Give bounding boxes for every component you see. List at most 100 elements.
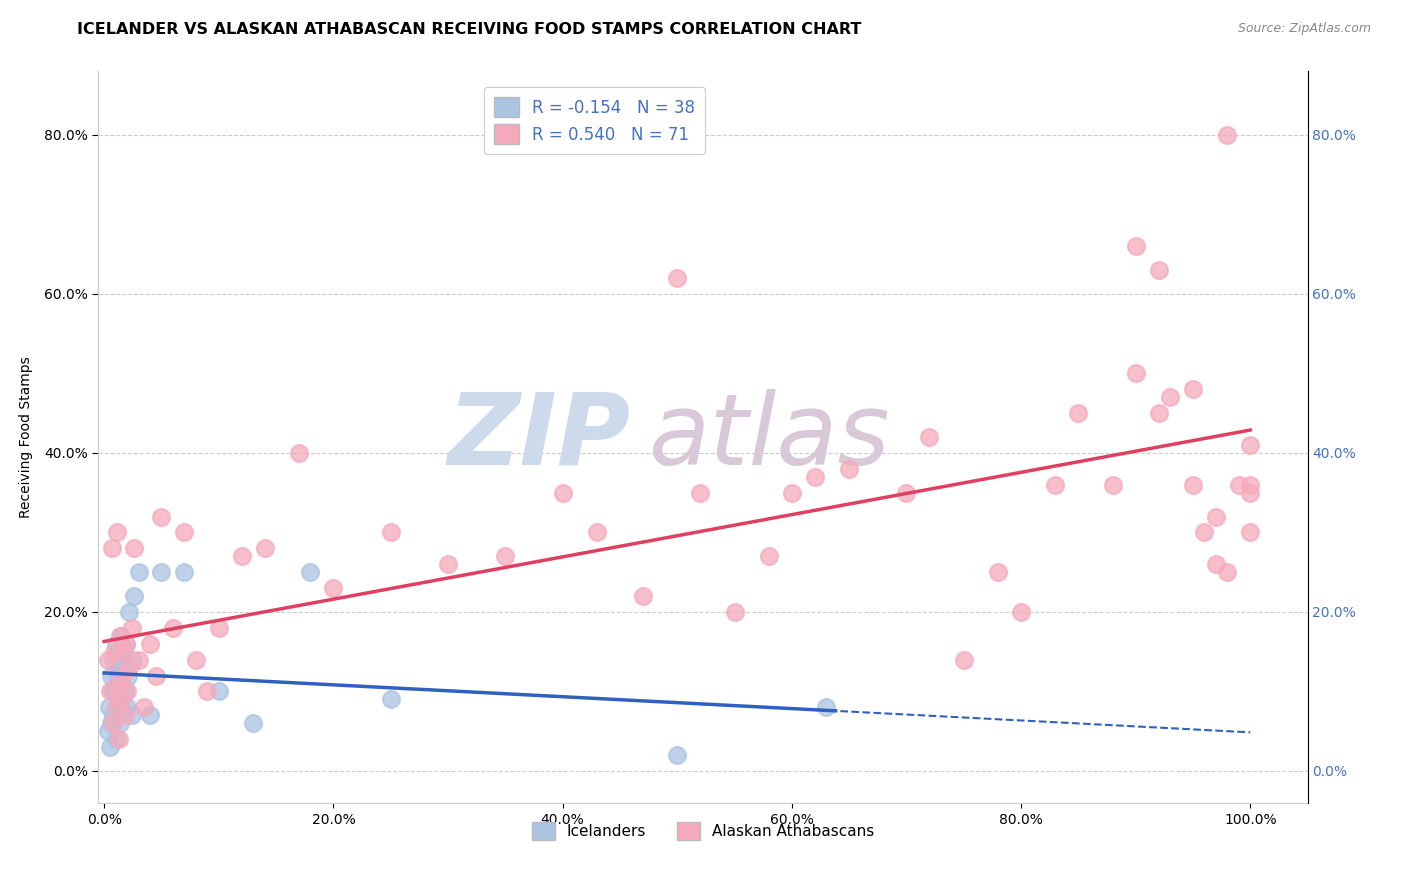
Point	[322, 581, 344, 595]
Point	[122, 541, 145, 556]
Point	[121, 708, 143, 723]
Point	[105, 525, 128, 540]
Point	[103, 653, 125, 667]
Point	[918, 430, 941, 444]
Point	[666, 271, 689, 285]
Point	[1147, 263, 1170, 277]
Point	[723, 605, 745, 619]
Point	[1125, 367, 1147, 381]
Point	[1239, 525, 1261, 540]
Point	[1010, 605, 1032, 619]
Point	[231, 549, 253, 564]
Point	[97, 724, 120, 739]
Point	[117, 668, 139, 682]
Point	[1181, 477, 1204, 491]
Point	[139, 637, 162, 651]
Point	[173, 566, 195, 580]
Point	[1194, 525, 1216, 540]
Point	[101, 684, 124, 698]
Point	[1205, 509, 1227, 524]
Point	[1045, 477, 1067, 491]
Point	[987, 566, 1010, 580]
Point	[838, 462, 860, 476]
Point	[780, 485, 803, 500]
Point	[110, 660, 132, 674]
Point	[1101, 477, 1123, 491]
Point	[1239, 477, 1261, 491]
Point	[110, 692, 132, 706]
Point	[128, 566, 150, 580]
Point	[107, 700, 129, 714]
Point	[114, 708, 136, 723]
Point	[1067, 406, 1090, 420]
Point	[299, 566, 322, 580]
Point	[1205, 558, 1227, 572]
Point	[242, 716, 264, 731]
Point	[173, 525, 195, 540]
Point	[100, 716, 122, 731]
Point	[631, 589, 654, 603]
Point	[97, 700, 120, 714]
Point	[551, 485, 574, 500]
Point	[114, 684, 136, 698]
Point	[1227, 477, 1250, 491]
Point	[97, 653, 120, 667]
Point	[288, 446, 311, 460]
Point	[195, 684, 218, 698]
Point	[815, 700, 838, 714]
Point	[105, 668, 128, 682]
Y-axis label: Receiving Food Stamps: Receiving Food Stamps	[20, 356, 32, 518]
Point	[108, 716, 131, 731]
Point	[118, 605, 141, 619]
Point	[103, 684, 125, 698]
Point	[162, 621, 184, 635]
Point	[952, 653, 974, 667]
Point	[208, 621, 231, 635]
Point	[139, 708, 162, 723]
Point	[1125, 239, 1147, 253]
Point	[103, 645, 125, 659]
Point	[1147, 406, 1170, 420]
Point	[103, 708, 125, 723]
Point	[108, 676, 131, 690]
Point	[1216, 128, 1239, 142]
Point	[1239, 438, 1261, 452]
Point	[101, 541, 124, 556]
Point	[150, 566, 173, 580]
Point	[112, 645, 135, 659]
Text: ZIP: ZIP	[447, 389, 630, 485]
Point	[112, 653, 135, 667]
Point	[104, 732, 127, 747]
Point	[758, 549, 780, 564]
Point	[115, 700, 138, 714]
Point	[98, 684, 121, 698]
Point	[111, 668, 134, 682]
Point	[122, 589, 145, 603]
Point	[118, 660, 141, 674]
Point	[437, 558, 460, 572]
Point	[103, 716, 125, 731]
Point	[115, 684, 138, 698]
Point	[121, 653, 143, 667]
Point	[107, 645, 129, 659]
Text: atlas: atlas	[648, 389, 890, 485]
Point	[208, 684, 231, 698]
Point	[380, 525, 402, 540]
Point	[134, 700, 156, 714]
Point	[108, 732, 131, 747]
Text: Source: ZipAtlas.com: Source: ZipAtlas.com	[1237, 22, 1371, 36]
Point	[145, 668, 167, 682]
Point	[104, 700, 127, 714]
Point	[121, 621, 143, 635]
Point	[896, 485, 918, 500]
Point	[689, 485, 711, 500]
Point	[107, 676, 129, 690]
Point	[803, 470, 825, 484]
Point	[494, 549, 516, 564]
Point	[380, 692, 402, 706]
Point	[150, 509, 173, 524]
Point	[184, 653, 207, 667]
Legend: Icelanders, Alaskan Athabascans: Icelanders, Alaskan Athabascans	[526, 815, 880, 847]
Point	[1216, 566, 1239, 580]
Text: ICELANDER VS ALASKAN ATHABASCAN RECEIVING FOOD STAMPS CORRELATION CHART: ICELANDER VS ALASKAN ATHABASCAN RECEIVIN…	[77, 22, 862, 37]
